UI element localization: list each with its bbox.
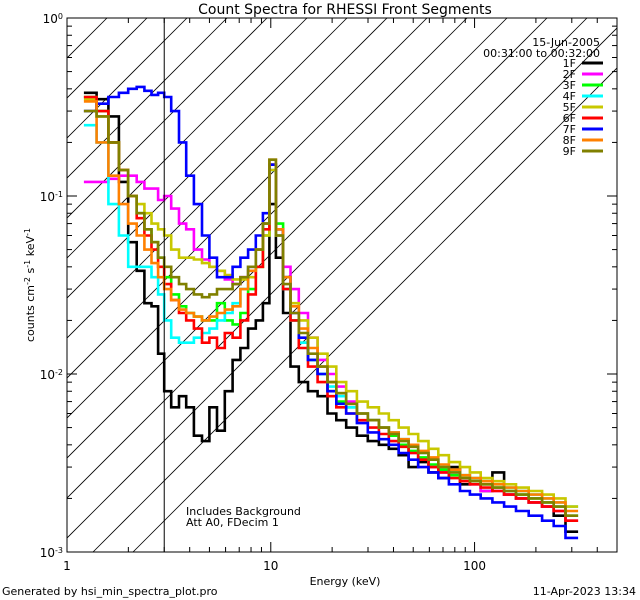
y-tick-exp: 0 [58,12,63,21]
y-tick-label: 10-1 [40,190,63,205]
hatch-line [67,18,548,499]
hatch-line [67,18,268,219]
hatch-line [67,18,188,139]
legend-label-1F: 1F [563,57,576,70]
footer-timestamp: 11-Apr-2023 13:34 [533,585,636,598]
legend-label-6F: 6F [563,112,576,125]
hatch-line [67,18,388,339]
y-tick-label: 10-2 [40,368,63,383]
y-tick-base: 10 [43,12,58,26]
legend-label-9F: 9F [563,145,576,158]
x-tick-label: 10 [263,559,278,573]
chart-title: Count Spectra for RHESSI Front Segments [198,2,492,18]
time-range-label: 00:31:00 to 00:32:00 [483,47,600,60]
plot-frame [66,17,618,553]
y-tick-label: 100 [43,12,63,27]
legend-label-8F: 8F [563,134,576,147]
y-label-mid: s [24,267,37,276]
date-label: 15-Jun-2005 [532,36,600,49]
x-axis-label: Energy (keV) [310,575,381,588]
y-label-exp2: -1 [23,260,32,268]
x-tick-label: 1 [63,559,71,573]
x-tick-label: 100 [463,559,486,573]
legend-label-4F: 4F [563,90,576,103]
legend-label-3F: 3F [563,79,576,92]
legend-label-7F: 7F [563,123,576,136]
y-tick-base: 10 [40,546,55,560]
y-label-suffix: keV [24,236,37,260]
y-label-prefix: counts cm [24,285,37,342]
y-axis-label: counts cm-2 s-1 keV-1 [23,228,38,342]
hatch-line [67,18,428,379]
y-tick-label: 10-3 [40,546,63,561]
legend-label-2F: 2F [563,68,576,81]
hatch-line [67,18,228,179]
annotation-attenuator: Att A0, FDecim 1 [186,516,279,529]
hatch-line [67,18,588,539]
y-label-exp3: -1 [23,228,32,236]
hatch-line [67,18,308,259]
legend-label-5F: 5F [563,101,576,114]
hatch-line [92,27,617,552]
annotation-background: Includes Background [186,505,301,518]
y-tick-exp: -3 [55,546,63,555]
footer-generated-by: Generated by hsi_min_spectra_plot.pro [2,585,218,598]
y-tick-base: 10 [40,190,55,204]
y-tick-base: 10 [40,368,55,382]
y-label-exp1: -2 [23,277,32,285]
hatch-line [67,18,468,419]
hatch-line [132,67,617,552]
y-tick-exp: -2 [55,368,63,377]
hatch-line [67,18,348,299]
y-tick-exp: -1 [55,190,63,199]
